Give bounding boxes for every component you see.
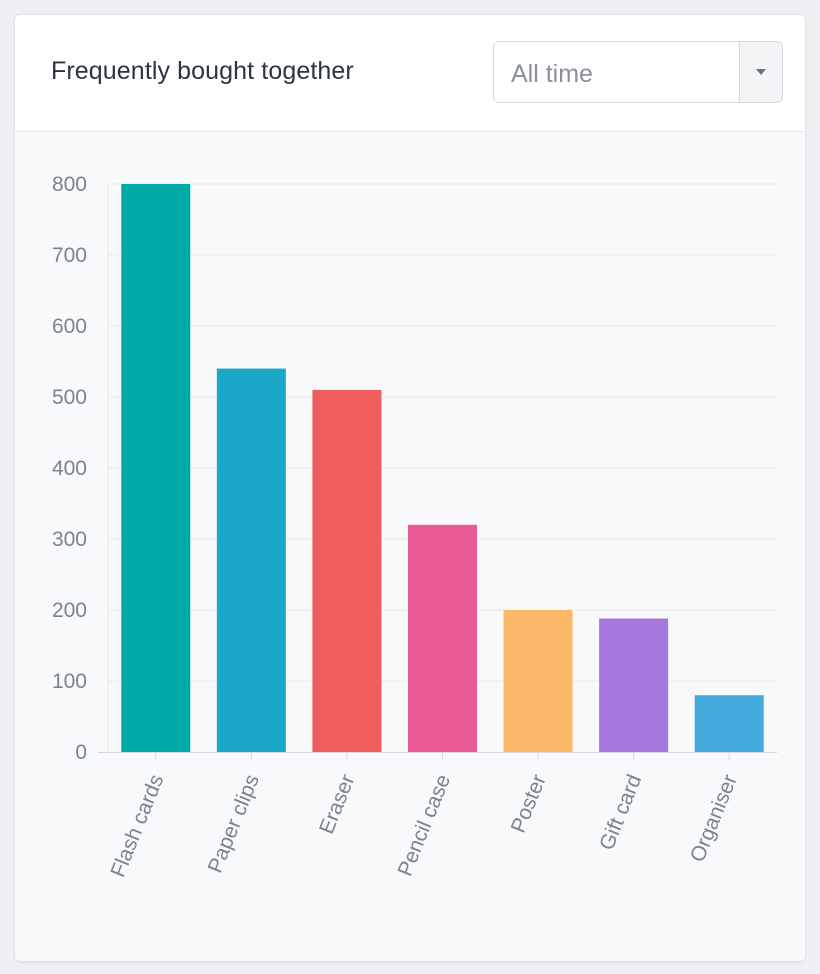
x-axis-labels: Flash cards Paper clips Eraser Pencil case P… — [106, 771, 741, 880]
x-category-label: Gift card — [595, 771, 646, 853]
frequently-bought-together-card: Frequently bought together All time 0 100… — [14, 14, 806, 962]
x-axis — [98, 184, 777, 760]
bar-paper-clips[interactable] — [216, 368, 286, 752]
y-tick-label: 200 — [52, 599, 87, 622]
card-header: Frequently bought together All time — [15, 15, 805, 132]
time-range-select[interactable]: All time — [493, 41, 783, 103]
bar-poster[interactable] — [503, 610, 573, 752]
bar-chart: 0 100 200 300 400 500 600 700 800 Flash cards Pap… — [52, 173, 777, 881]
card-title: Frequently bought together — [51, 57, 354, 85]
y-tick-label: 300 — [52, 528, 87, 551]
y-tick-label: 600 — [52, 315, 87, 338]
chevron-down-icon — [756, 69, 766, 75]
time-range-select-value: All time — [511, 60, 593, 88]
y-tick-label: 800 — [52, 173, 87, 196]
select-dropdown-toggle[interactable] — [739, 42, 782, 102]
y-tick-label: 400 — [52, 457, 87, 480]
x-category-label: Organiser — [686, 771, 742, 865]
y-tick-label: 0 — [75, 741, 87, 764]
bar-flash-cards[interactable] — [121, 184, 191, 752]
y-tick-label: 500 — [52, 386, 87, 409]
y-axis-ticks: 0 100 200 300 400 500 600 700 800 — [52, 173, 87, 764]
bar-organiser[interactable] — [694, 695, 764, 752]
x-category-label: Flash cards — [106, 771, 168, 880]
bar-eraser[interactable] — [312, 389, 382, 752]
x-category-label: Paper clips — [204, 771, 264, 876]
bar-pencil-case[interactable] — [408, 524, 477, 752]
bar-gift-card[interactable] — [599, 618, 669, 752]
x-category-label: Pencil case — [394, 771, 456, 879]
y-tick-label: 100 — [52, 670, 87, 693]
y-tick-label: 700 — [52, 244, 87, 267]
bars — [121, 184, 764, 752]
x-category-label: Poster — [507, 771, 551, 836]
x-category-label: Eraser — [315, 771, 359, 837]
chart-area: 0 100 200 300 400 500 600 700 800 Flash cards Pap… — [15, 132, 805, 961]
